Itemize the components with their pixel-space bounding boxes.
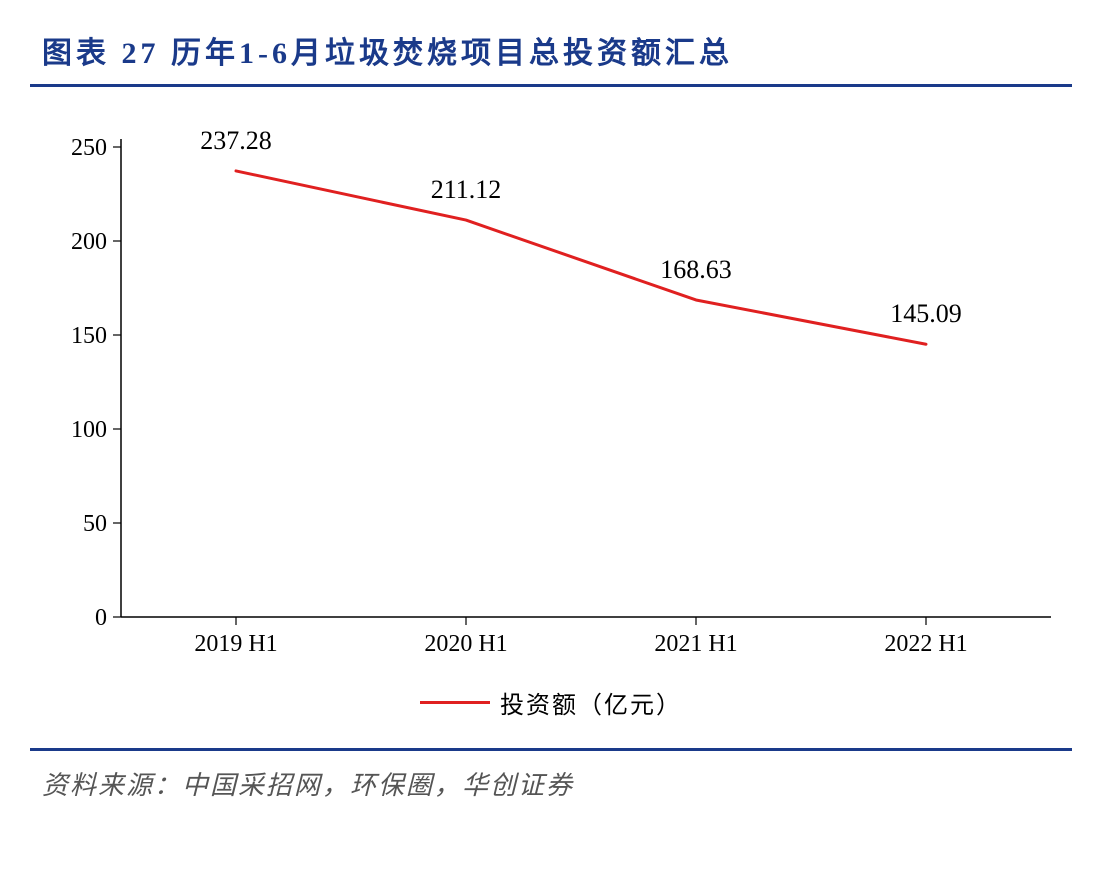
bottom-rule (30, 748, 1072, 751)
legend: 投资额（亿元） (30, 685, 1072, 720)
title-bar: 图表 27 历年1-6月垃圾焚烧项目总投资额汇总 (30, 20, 1072, 84)
y-tick-label: 100 (71, 417, 107, 443)
y-tick-label: 50 (83, 511, 107, 537)
x-tick-label: 2022 H1 (884, 631, 967, 657)
x-tick-label: 2020 H1 (424, 631, 507, 657)
source-text: 资料来源：中国采招网，环保圈，华创证券 (42, 771, 574, 800)
source-row: 资料来源：中国采招网，环保圈，华创证券 (30, 765, 1072, 802)
y-tick-label: 0 (95, 605, 107, 631)
data-point-label: 211.12 (431, 175, 502, 204)
series-line (236, 171, 926, 344)
legend-label: 投资额（亿元） (500, 685, 682, 720)
y-tick-label: 250 (71, 135, 107, 161)
data-point-label: 145.09 (890, 299, 962, 328)
chart-title: 图表 27 历年1-6月垃圾焚烧项目总投资额汇总 (42, 28, 733, 72)
y-tick-label: 150 (71, 323, 107, 349)
data-point-label: 168.63 (660, 255, 732, 284)
chart-area: 0 50 100 150 200 250 2019 H1 2020 H1 2021 H1 2022… (41, 117, 1061, 677)
x-tick-label: 2021 H1 (654, 631, 737, 657)
line-chart-svg: 0 50 100 150 200 250 2019 H1 2020 H1 2021 H1 2022… (41, 117, 1061, 677)
y-tick-label: 200 (71, 229, 107, 255)
figure-container: 图表 27 历年1-6月垃圾焚烧项目总投资额汇总 0 50 100 150 200 250… (0, 0, 1102, 882)
title-underline (30, 84, 1072, 87)
legend-line-swatch (420, 701, 490, 704)
data-point-label: 237.28 (200, 126, 272, 155)
x-tick-label: 2019 H1 (194, 631, 277, 657)
